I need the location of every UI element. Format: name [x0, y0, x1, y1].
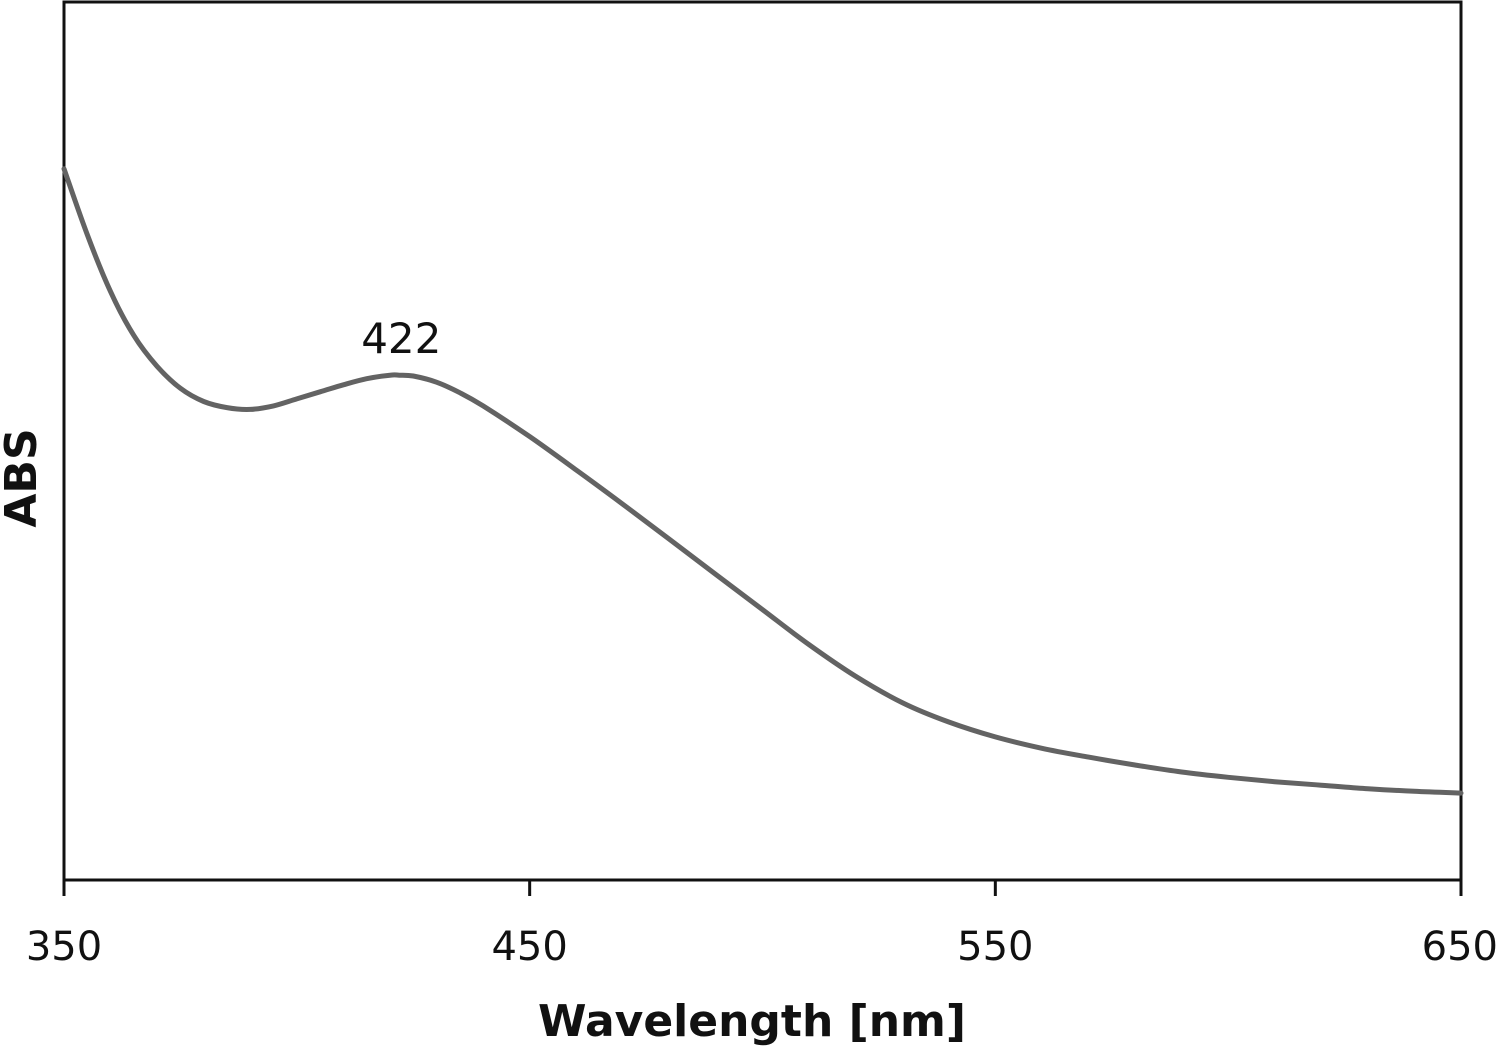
x-tick-label: 350	[26, 924, 102, 970]
x-tick-label: 650	[1422, 924, 1498, 970]
series-line-0	[61, 166, 1464, 796]
plot-frame	[62, 0, 1463, 882]
x-tick-label: 550	[957, 924, 1033, 970]
x-axis-title: Wavelength [nm]	[538, 996, 966, 1047]
y-axis-title: ABS	[0, 428, 47, 527]
x-tick-label: 450	[491, 924, 567, 970]
peak-annotation: 422	[361, 314, 441, 363]
